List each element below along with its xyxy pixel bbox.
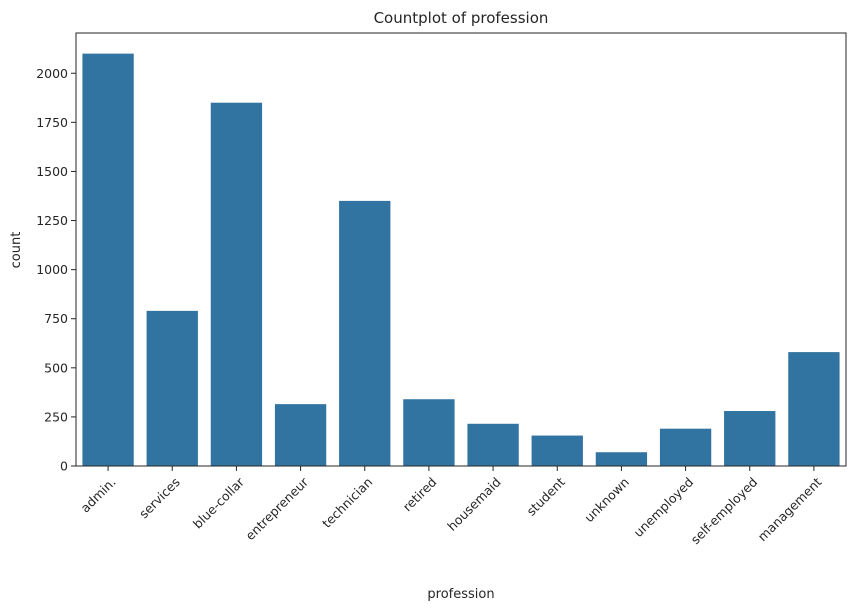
y-tick-label: 1750	[36, 115, 68, 130]
bar-admin	[82, 53, 134, 467]
x-tick-label: unemployed	[631, 474, 697, 540]
x-tick-label: retired	[400, 474, 440, 514]
x-tick-label: self-employed	[688, 474, 761, 547]
x-tick-label: entrepreneur	[242, 474, 311, 543]
y-tick-label: 2000	[36, 66, 68, 81]
bar-housemaid	[467, 423, 519, 466]
y-axis: 0 250 500 750 1000 1250 1500 1750 2000	[36, 66, 76, 474]
bar-student	[531, 435, 583, 466]
bar-self-employed	[724, 411, 776, 466]
y-tick-label: 1000	[36, 262, 68, 277]
x-tick-label: student	[523, 474, 567, 518]
y-tick-label: 250	[44, 409, 68, 424]
x-tick-label: services	[136, 474, 183, 521]
x-tick-label: blue-collar	[190, 474, 248, 532]
x-tick-label: unknown	[581, 474, 632, 525]
y-axis-label: count	[9, 232, 24, 269]
bar-blue-collar	[210, 102, 263, 467]
y-tick-label: 500	[44, 360, 68, 375]
x-axis-label: profession	[427, 587, 494, 602]
bar-management	[788, 352, 840, 466]
x-tick-label: admin.	[78, 474, 119, 515]
plot-frame	[75, 32, 847, 467]
x-tick-label: management	[755, 474, 825, 544]
y-tick-label: 1250	[36, 213, 68, 228]
bar-technician	[339, 200, 391, 466]
y-tick-label: 1500	[36, 164, 68, 179]
bars-group	[82, 53, 840, 467]
bar-retired	[403, 399, 455, 466]
bar-unknown	[595, 452, 648, 466]
chart-title: Countplot of profession	[374, 9, 549, 27]
x-tick-label: technician	[319, 474, 375, 530]
bar-services	[146, 310, 198, 466]
bar-entrepreneur	[274, 404, 327, 466]
y-tick-label: 750	[44, 311, 68, 326]
x-tick-label: housemaid	[444, 474, 503, 533]
y-tick-label: 0	[60, 459, 68, 474]
bar-unemployed	[659, 428, 712, 466]
